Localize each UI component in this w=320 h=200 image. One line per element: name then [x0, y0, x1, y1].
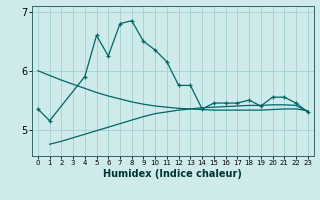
X-axis label: Humidex (Indice chaleur): Humidex (Indice chaleur) — [103, 169, 242, 179]
